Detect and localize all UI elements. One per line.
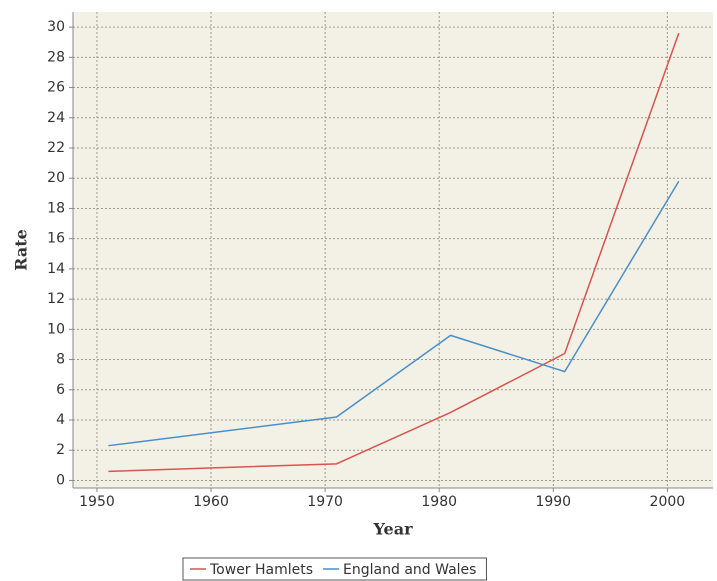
y-tick-label: 28 [47, 49, 65, 65]
x-tick-label: 1960 [193, 494, 229, 510]
y-tick-label: 4 [56, 412, 65, 428]
y-tick-label: 30 [47, 19, 65, 35]
y-tick-label: 26 [47, 80, 65, 96]
y-axis-title: Rate [12, 229, 31, 271]
y-tick-label: 12 [47, 291, 65, 307]
x-tick-label: 1990 [535, 494, 571, 510]
legend-label: Tower Hamlets [209, 562, 313, 578]
y-tick-label: 10 [47, 321, 65, 337]
y-tick-label: 8 [56, 352, 65, 368]
series-line [108, 180, 680, 447]
y-tick-label: 2 [56, 442, 65, 458]
plot-area [73, 12, 713, 488]
y-tick-label: 16 [47, 231, 65, 247]
x-tick-label: 1980 [421, 494, 457, 510]
y-tick-label: 6 [56, 382, 65, 398]
y-tick-label: 24 [47, 110, 65, 126]
series-line [108, 32, 680, 473]
legend-label: England and Wales [343, 562, 476, 578]
y-tick-label: 20 [47, 170, 65, 186]
y-tick-label: 0 [56, 472, 65, 488]
y-tick-label: 18 [47, 200, 65, 216]
x-axis-title: Year [372, 520, 413, 539]
x-tick-label: 1950 [79, 494, 115, 510]
x-tick-label: 2000 [650, 494, 686, 510]
x-tick-label: 1970 [307, 494, 343, 510]
y-tick-label: 14 [47, 261, 65, 277]
y-tick-label: 22 [47, 140, 65, 156]
